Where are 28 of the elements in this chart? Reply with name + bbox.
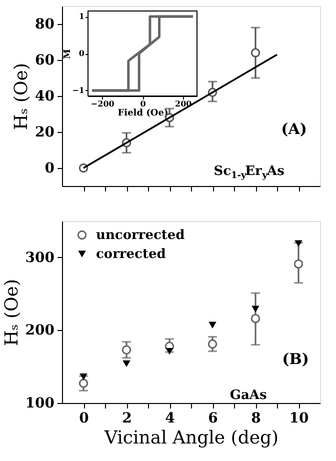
y-tick-label: 0: [44, 160, 55, 176]
annotation: (A): [281, 120, 307, 138]
x-tick-label: 8: [251, 410, 261, 426]
annotation: GaAs: [230, 388, 267, 403]
y-tick-label: 0: [78, 48, 85, 58]
legend-label: uncorrected: [96, 228, 185, 243]
y-tick-label: 1: [78, 11, 84, 22]
y-tick-label: 200: [25, 322, 55, 339]
x-tick-label: 10: [289, 410, 309, 426]
y-tick-label: 40: [35, 88, 55, 104]
y-tick-label: 60: [35, 52, 55, 68]
y-tick-label: 80: [35, 16, 55, 32]
x-tick-label: 6: [208, 410, 218, 426]
x-axis-title: Vicinal Angle (deg): [103, 428, 279, 448]
x-tick-label: 4: [165, 410, 176, 426]
y-axis-title: Hₛ (Oe): [1, 279, 22, 346]
y-tick-label: −1: [72, 84, 84, 95]
x-tick-label: −200: [90, 98, 115, 108]
y-tick-label: 20: [35, 124, 55, 140]
y-tick-label: 100: [25, 396, 55, 412]
x-tick-label: 2: [122, 410, 132, 426]
y-axis-title: Hₛ (Oe): [11, 63, 32, 130]
y-axis-title: M: [63, 48, 74, 59]
x-axis-title: Field (Oe): [118, 108, 168, 118]
x-tick-label: 0: [140, 98, 146, 108]
annotation: (B): [282, 350, 310, 368]
y-tick-label: 300: [25, 250, 55, 266]
legend-label: corrected: [96, 247, 166, 262]
